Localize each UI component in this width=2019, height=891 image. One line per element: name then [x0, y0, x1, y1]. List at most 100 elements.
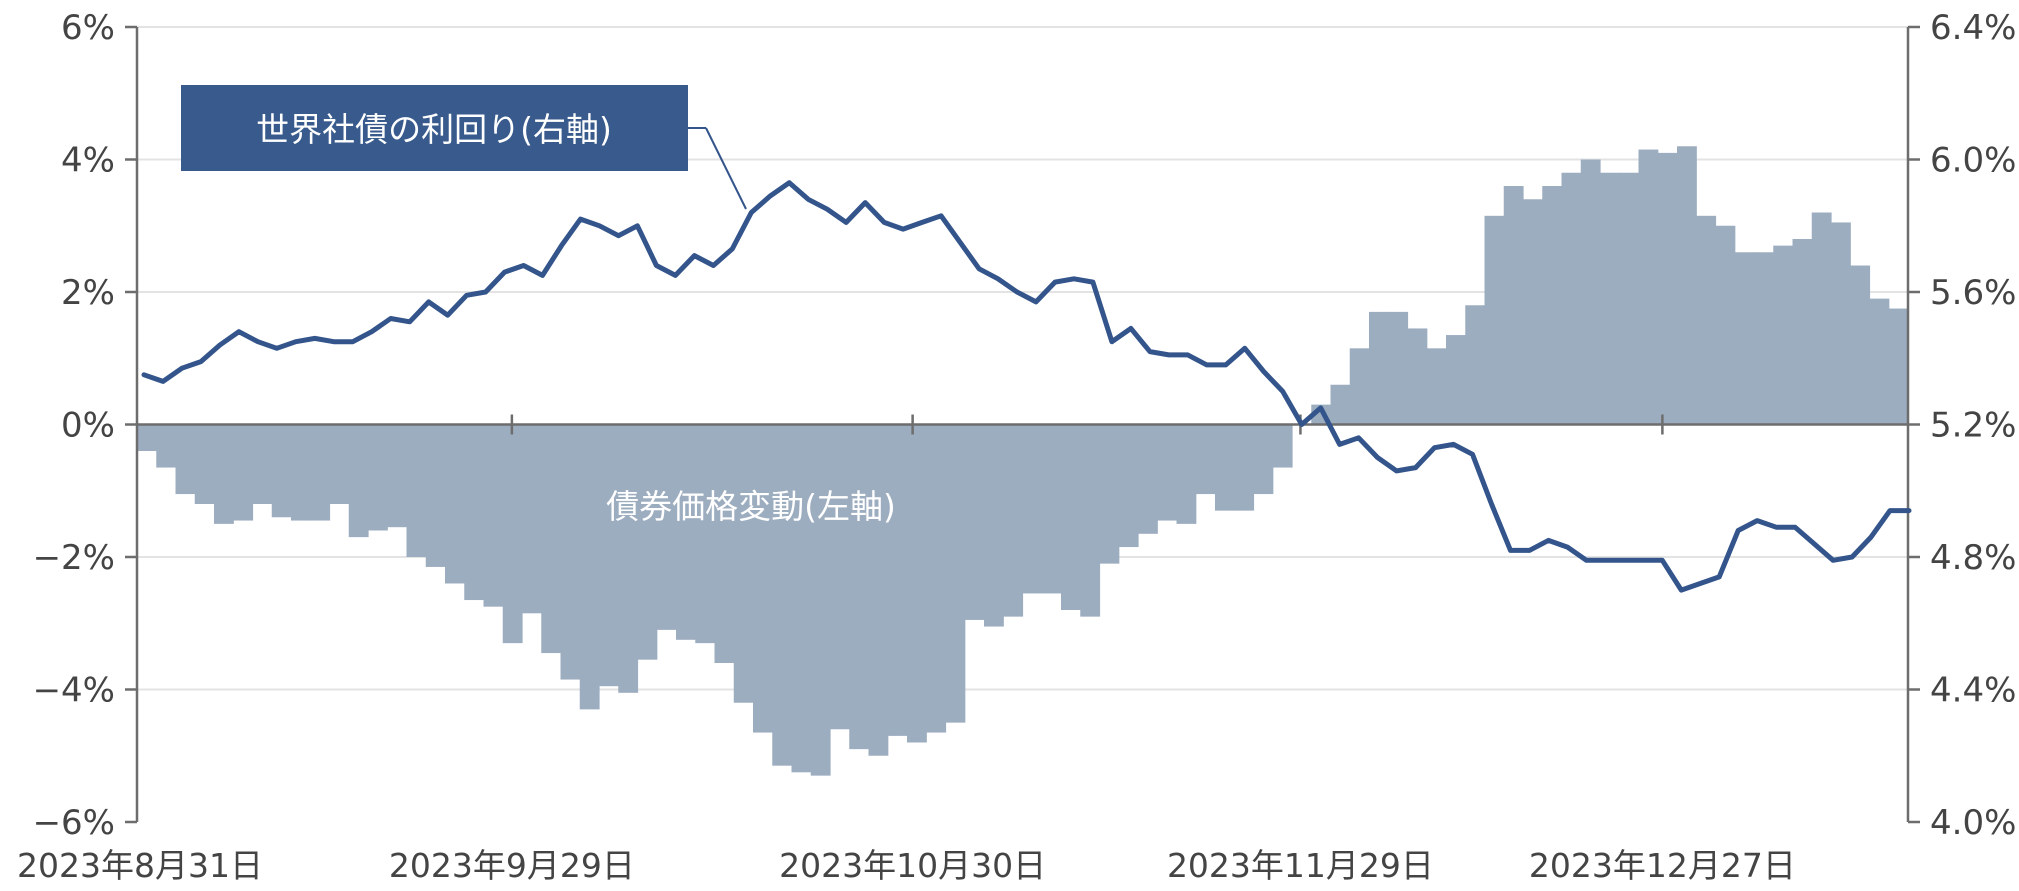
bar [849, 424, 870, 750]
bar [502, 424, 523, 644]
left-tick-label: −4% [33, 671, 115, 711]
right-tick-label: 4.8% [1930, 538, 2016, 578]
bar [560, 424, 581, 680]
right-tick-label: 6.0% [1930, 141, 2016, 181]
bar [1542, 186, 1563, 425]
bar [1657, 152, 1678, 425]
x-tick-label: 2023年10月30日 [779, 846, 1046, 885]
bar [1484, 215, 1505, 425]
bar [310, 424, 331, 521]
bar [1715, 225, 1736, 425]
bar [637, 424, 658, 660]
bar [1600, 172, 1620, 425]
bar [656, 424, 677, 630]
right-tick-label: 6.4% [1930, 8, 2016, 48]
bar [194, 424, 215, 504]
bar [214, 424, 234, 524]
bar [464, 424, 485, 601]
bar [579, 424, 600, 710]
bar [1138, 424, 1158, 534]
bar [733, 424, 754, 703]
bar [1426, 348, 1447, 425]
bar [830, 424, 850, 730]
bar [1330, 384, 1351, 425]
left-tick-label: −2% [33, 538, 115, 578]
right-tick-label: 4.0% [1930, 803, 2016, 843]
bar [1850, 265, 1871, 425]
bar [714, 424, 735, 663]
x-tick-label: 2023年12月27日 [1529, 846, 1796, 885]
bar [425, 424, 446, 567]
bar [1022, 424, 1043, 594]
bar [1677, 146, 1697, 425]
bar [1734, 252, 1755, 425]
right-tick-label: 4.4% [1930, 671, 2016, 711]
bar [945, 424, 966, 723]
bar [291, 424, 311, 521]
bar [1061, 424, 1081, 610]
bar [868, 424, 889, 756]
bar [1503, 186, 1524, 425]
bar [252, 424, 273, 504]
x-tick-label: 2023年9月29日 [389, 846, 635, 885]
bar [1446, 335, 1466, 425]
bar [1176, 424, 1197, 524]
bar [618, 424, 639, 693]
bar [406, 424, 427, 557]
bar [483, 424, 504, 607]
bar [1869, 298, 1890, 425]
yield-line [141, 180, 1912, 593]
axes [125, 25, 1920, 824]
right-tick-label: 5.6% [1930, 273, 2016, 313]
bar [1523, 199, 1543, 425]
bar [348, 424, 369, 538]
bar [1754, 252, 1774, 425]
bar [445, 424, 465, 584]
bar [695, 424, 716, 644]
yield-series-label-box [181, 85, 688, 171]
tick-labels: 6% 4% 2% 0% −2% −4% −6% 6.4% 6.0% 5.6% 5.2% 4.8% 4.4… [17, 8, 2016, 885]
bar [1831, 222, 1851, 425]
bar [1773, 245, 1794, 425]
bond-series-label: 債券価格変動(左軸) [606, 487, 896, 526]
bar [271, 424, 292, 518]
bar [368, 424, 388, 531]
left-tick-label: 6% [61, 8, 115, 48]
bar [887, 424, 908, 736]
bar [137, 424, 157, 451]
bar [1003, 424, 1024, 617]
bar [1253, 424, 1274, 495]
left-tick-label: 0% [61, 406, 115, 446]
bar [1888, 308, 1909, 425]
left-tick-label: 2% [61, 273, 115, 313]
bar [810, 424, 831, 776]
x-tick-label: 2023年8月31日 [17, 846, 263, 885]
bar [522, 424, 542, 614]
bar [541, 424, 562, 654]
bar [772, 424, 793, 766]
bar [926, 424, 947, 733]
bar [1811, 212, 1832, 425]
bar [1561, 172, 1582, 425]
left-tick-label: −6% [33, 803, 115, 843]
bar [1388, 311, 1409, 425]
bar [387, 424, 408, 528]
bar [1099, 424, 1120, 564]
bar [984, 424, 1004, 627]
bar [1118, 424, 1139, 548]
line-series-corporate-yield [141, 180, 1912, 593]
bar [1465, 305, 1486, 425]
yield-series-label: 世界社債の利回り(右軸) [256, 110, 612, 149]
right-tick-label: 5.2% [1930, 406, 2016, 446]
bar [599, 424, 619, 687]
bar [676, 424, 696, 640]
x-tick-label: 2023年11月29日 [1167, 846, 1434, 885]
bar [1407, 328, 1428, 425]
bar [1349, 348, 1370, 425]
bar [175, 424, 196, 495]
left-tick-label: 4% [61, 141, 115, 181]
bar [1215, 424, 1235, 511]
bar [1272, 424, 1293, 468]
